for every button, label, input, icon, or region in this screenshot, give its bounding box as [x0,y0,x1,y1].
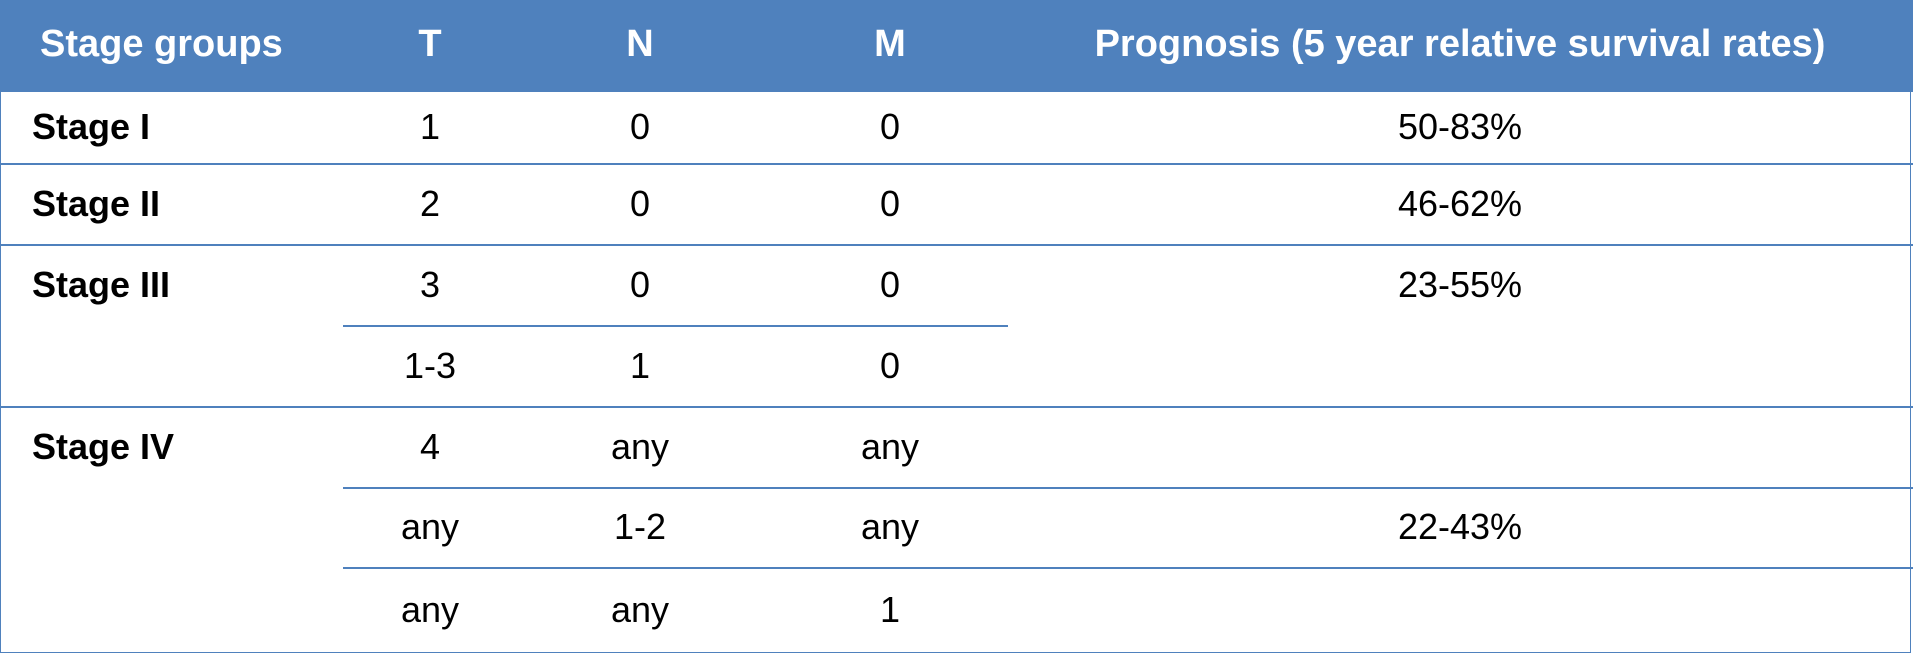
m-value: 1 [879,589,901,630]
header-t: T [418,22,442,65]
n-value: 1-2 [613,506,667,547]
t-value: 1 [419,106,441,147]
t-value: 2 [419,183,441,224]
header-stage-groups: Stage groups [40,22,283,65]
stage-label: Stage III [32,264,171,305]
n-value: any [610,589,670,630]
t-value: 1-3 [403,345,457,386]
t-value: 4 [419,426,441,467]
m-value: 0 [879,345,901,386]
header-prognosis: Prognosis (5 year relative survival rate… [1094,22,1826,65]
m-value: 0 [879,106,901,147]
prognosis-value: 22-43% [1397,506,1523,547]
t-value: 3 [419,264,441,305]
row-divider [0,406,1913,408]
table-header-row: Stage groups T N M Prognosis (5 year rel… [0,0,1913,92]
stage-label: Stage I [32,106,151,147]
n-value: 0 [629,183,651,224]
stage-label: Stage II [32,183,161,224]
n-value: 0 [629,106,651,147]
m-value: 0 [879,183,901,224]
m-value: any [860,426,920,467]
subrow-divider [343,487,1913,489]
n-value: 1 [629,345,651,386]
row-divider [0,163,1913,165]
n-value: any [610,426,670,467]
prognosis-value: 50-83% [1397,106,1523,147]
t-value: any [400,506,460,547]
header-n: N [626,22,654,65]
prognosis-value: 46-62% [1397,183,1523,224]
header-m: M [874,22,906,65]
n-value: 0 [629,264,651,305]
m-value: 0 [879,264,901,305]
subrow-divider [343,325,1008,327]
subrow-divider [343,567,1913,569]
row-divider [0,244,1913,246]
prognosis-value: 23-55% [1397,264,1523,305]
m-value: any [860,506,920,547]
stage-label: Stage IV [32,426,175,467]
t-value: any [400,589,460,630]
